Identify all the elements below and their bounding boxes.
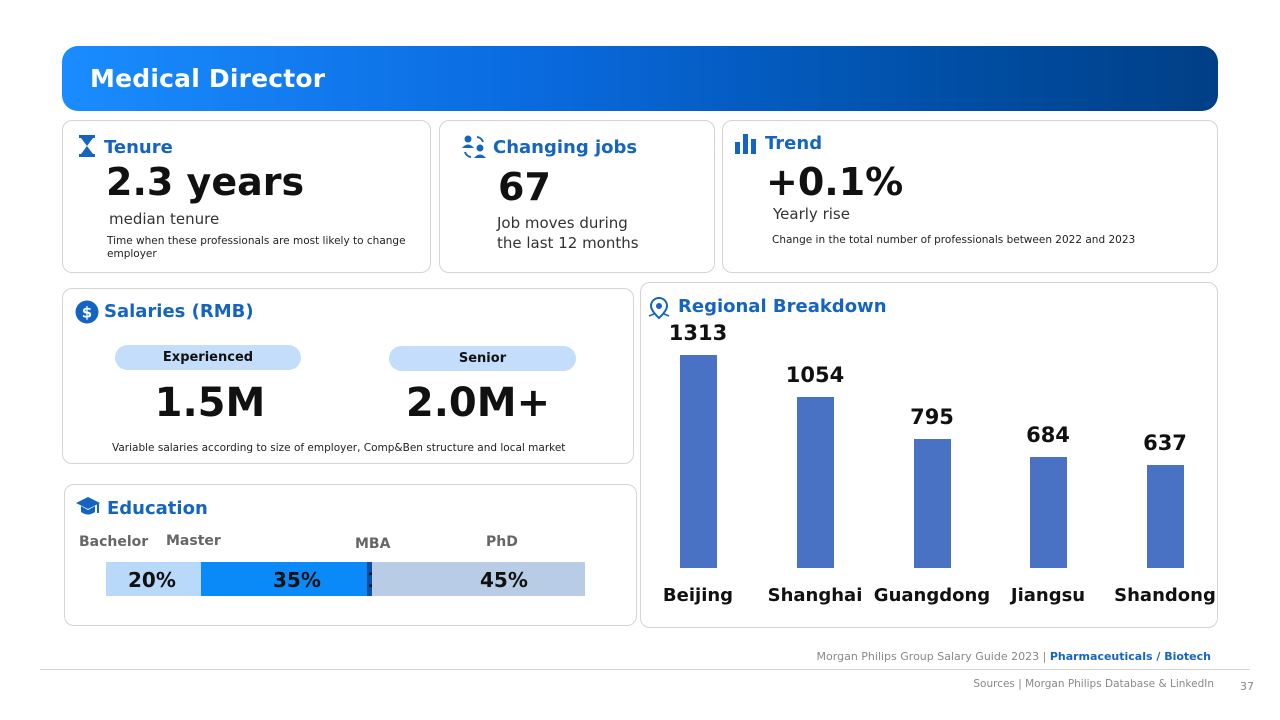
education-value-bachelor: 20% [128,568,176,592]
education-label-bachelor: Bachelor [79,534,149,550]
trend-card [722,120,1218,273]
bar-value-label-guangdong: 795 [910,405,954,429]
footer-guide-sector: Pharmaceuticals / Biotech [1049,650,1211,663]
education-segment-mba [367,562,372,596]
tenure-note: Time when these professionals are most l… [107,235,406,260]
bar-beijing [679,355,717,568]
bar-guangdong [913,439,951,568]
footer-divider [40,669,1250,670]
changing-jobs-title: Changing jobs [493,137,638,158]
map-pin-icon [648,296,670,320]
trend-note: Change in the total number of profession… [772,234,1136,246]
tenure-value: 2.3 years [106,160,305,204]
bar-value-label-shandong: 637 [1143,431,1187,455]
dollar-icon: $ [75,300,99,324]
tenure-title: Tenure [104,137,173,158]
trend-value: +0.1% [766,160,904,204]
category-label-jiangsu: Jiangsu [1010,585,1086,606]
senior-pill: Senior [389,346,576,371]
salaries-title: Salaries (RMB) [104,301,254,322]
footer-guide: Morgan Philips Group Salary Guide 2023 |… [817,650,1211,663]
bar-value-label-beijing: 1313 [668,321,728,345]
trend-title: Trend [765,133,823,154]
education-title: Education [107,498,208,519]
salaries-card [62,288,634,464]
category-label-guangdong: Guangdong [873,585,991,606]
people-exchange-icon [462,135,486,158]
tenure-subtitle: median tenure [109,210,220,228]
changing-jobs-subtitle-1: Job moves during [497,214,628,232]
bar-value-label-shanghai: 1054 [785,363,845,387]
header-banner: Medical Director [62,46,1218,111]
bar-jiangsu [1029,457,1067,568]
salaries-note: Variable salaries according to size of e… [112,442,566,454]
page-title: Medical Director [90,64,326,93]
bar-chart-icon [735,134,756,154]
trend-subtitle: Yearly rise [773,205,850,223]
education-value-master: 35% [273,568,321,592]
education-label-phd: PhD [486,534,518,550]
bar-shandong [1146,465,1184,568]
changing-jobs-card [439,120,715,273]
education-segment-master [201,562,367,596]
education-value-phd: 45% [480,568,528,592]
changing-jobs-value: 67 [498,165,551,209]
education-segment-bachelor [106,562,201,596]
experienced-pill: Experienced [115,345,301,370]
changing-jobs-subtitle-2: the last 12 months [497,234,639,252]
senior-salary: 2.0M+ [405,380,551,426]
hourglass-icon [79,135,95,157]
education-label-mba: MBA [355,536,391,552]
page-number: 37 [1240,680,1254,693]
svg-text:$: $ [82,304,92,322]
education-label-master: Master [166,533,221,549]
experienced-salary: 1.5M [154,380,266,426]
category-label-shanghai: Shanghai [767,585,863,606]
regional-title: Regional Breakdown [678,296,887,317]
bar-shanghai [796,397,834,568]
education-segment-phd [372,562,585,596]
footer-guide-prefix: Morgan Philips Group Salary Guide 2023 | [816,650,1047,663]
category-label-beijing: Beijing [662,585,734,606]
education-card [64,484,637,626]
graduation-cap-icon [76,497,100,515]
category-label-shandong: Shandong [1114,585,1216,606]
bar-value-label-jiangsu: 684 [1026,423,1070,447]
footer-sources: Sources | Morgan Philips Database & Link… [973,678,1214,690]
tenure-card [62,120,431,273]
